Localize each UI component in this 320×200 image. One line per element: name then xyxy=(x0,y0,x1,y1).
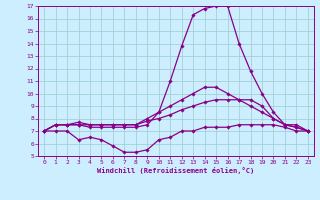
X-axis label: Windchill (Refroidissement éolien,°C): Windchill (Refroidissement éolien,°C) xyxy=(97,167,255,174)
